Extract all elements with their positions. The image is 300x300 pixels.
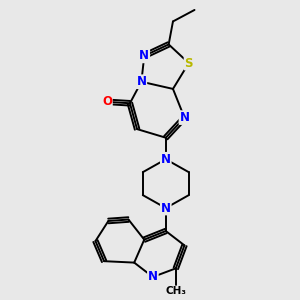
- Text: N: N: [136, 75, 146, 88]
- Text: N: N: [161, 153, 171, 166]
- Text: S: S: [184, 57, 193, 70]
- Text: N: N: [139, 50, 149, 62]
- Text: N: N: [148, 271, 158, 284]
- Text: CH₃: CH₃: [165, 286, 186, 296]
- Text: N: N: [161, 202, 171, 214]
- Text: N: N: [179, 111, 190, 124]
- Text: O: O: [102, 95, 112, 108]
